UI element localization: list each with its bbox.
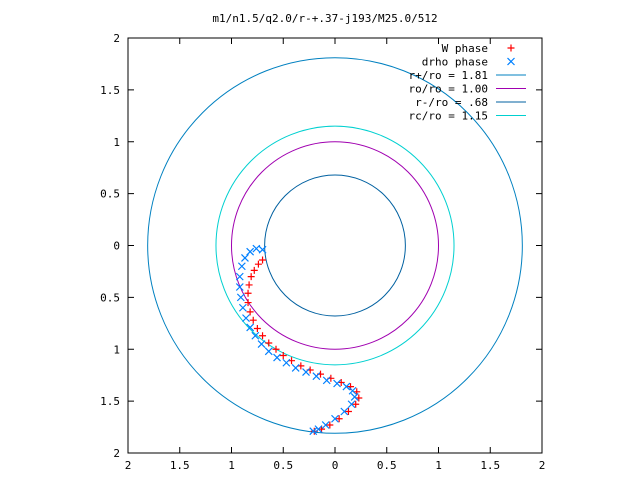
data-point-0-5 — [244, 289, 252, 297]
data-point-1-12 — [257, 340, 266, 348]
x-tick-label-6: 1 — [435, 459, 442, 472]
data-point-1-4 — [237, 262, 246, 271]
data-point-1-3 — [241, 254, 249, 262]
y-tick-label-8: 2 — [113, 447, 120, 460]
x-tick-label-8: 2 — [539, 459, 546, 472]
y-tick-label-6: 1 — [113, 343, 120, 356]
data-point-0-24 — [344, 408, 352, 415]
data-point-1-1 — [252, 244, 261, 253]
data-point-1-28 — [314, 425, 323, 434]
circle-series-4 — [264, 174, 406, 317]
legend-label-5: rc/ro = 1.15 — [409, 110, 488, 123]
x-tick-label-5: 0.5 — [377, 459, 397, 472]
circles-layer — [147, 57, 523, 434]
legend-sample-0 — [507, 44, 515, 52]
data-point-1-13 — [264, 347, 273, 356]
data-point-1-10 — [246, 323, 255, 332]
points-layer — [235, 244, 363, 436]
data-point-1-11 — [251, 331, 260, 340]
data-point-0-7 — [246, 308, 254, 316]
data-point-0-13 — [279, 351, 287, 359]
y-tick-label-2: 1 — [113, 136, 120, 149]
data-point-1-9 — [242, 314, 250, 323]
y-tick-label-3: 0.5 — [100, 188, 120, 201]
x-tick-label-1: 1.5 — [170, 459, 190, 472]
data-point-0-1 — [254, 260, 262, 268]
x-tick-label-4: 0 — [332, 459, 339, 472]
y-tick-label-7: 1.5 — [100, 395, 120, 408]
data-point-1-15 — [282, 358, 291, 367]
data-point-0-3 — [247, 273, 255, 281]
legend-sample-1 — [507, 57, 515, 66]
data-point-0-26 — [326, 421, 334, 429]
legend-label-4: r-/ro = .68 — [415, 96, 488, 109]
y-tick-label-4: 0 — [113, 240, 120, 253]
data-point-1-26 — [331, 414, 339, 423]
ticks-layer: 2 1.5 1 0.5 0 0.5 1 1.5 221.510.500.511.52 — [100, 32, 545, 472]
data-point-1-6 — [235, 283, 244, 291]
data-point-0-0 — [259, 256, 267, 264]
y-tick-label-5: 0.5 — [100, 291, 120, 304]
circle-series-3 — [231, 141, 439, 350]
data-point-0-9 — [253, 325, 261, 332]
data-point-1-0 — [258, 245, 267, 254]
data-point-1-5 — [235, 272, 244, 281]
data-point-1-18 — [312, 372, 321, 381]
data-point-1-2 — [246, 247, 255, 256]
data-point-1-21 — [342, 382, 351, 391]
data-point-1-20 — [333, 379, 341, 388]
data-point-0-6 — [244, 299, 252, 307]
data-point-0-25 — [335, 415, 343, 423]
circle-series-5 — [215, 125, 455, 366]
chart-title: m1/n1.5/q2.0/r-+.37-j193/M25.0/512 — [212, 12, 437, 25]
y-tick-label-0: 2 — [113, 32, 120, 45]
y-tick-label-1: 1.5 — [100, 84, 120, 97]
legend-label-3: ro/ro = 1.00 — [409, 83, 488, 96]
data-point-1-23 — [350, 393, 359, 401]
data-point-0-11 — [265, 339, 273, 347]
data-point-0-2 — [250, 266, 258, 274]
legend-label-0: W phase — [442, 42, 488, 55]
data-point-0-12 — [272, 345, 280, 353]
x-tick-label-7: 1.5 — [480, 459, 500, 472]
data-point-1-17 — [302, 368, 310, 376]
legend-label-2: r+/ro = 1.81 — [409, 69, 488, 82]
data-point-1-29 — [309, 427, 318, 436]
legend-label-1: drho phase — [422, 56, 488, 69]
circle-series-2 — [147, 57, 523, 434]
data-point-0-4 — [245, 281, 253, 289]
x-tick-label-2: 1 — [228, 459, 235, 472]
x-tick-label-0: 2 — [125, 459, 132, 472]
x-tick-label-3: 0.5 — [273, 459, 293, 472]
data-point-1-25 — [340, 407, 349, 416]
data-point-0-8 — [249, 316, 257, 324]
data-point-0-23 — [352, 400, 360, 408]
data-point-0-10 — [259, 332, 267, 340]
data-point-1-27 — [321, 421, 330, 429]
data-point-1-19 — [322, 376, 331, 385]
data-point-1-8 — [238, 303, 247, 312]
data-point-1-24 — [347, 400, 356, 409]
data-point-1-16 — [291, 364, 300, 372]
data-point-1-7 — [236, 293, 245, 302]
data-point-1-14 — [273, 353, 281, 362]
data-point-1-22 — [348, 386, 357, 395]
